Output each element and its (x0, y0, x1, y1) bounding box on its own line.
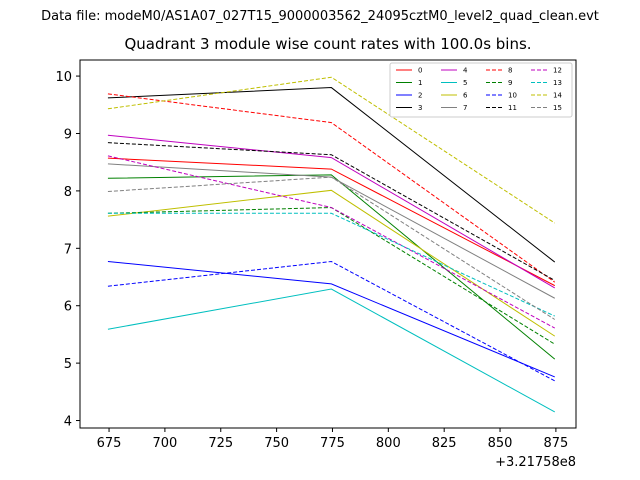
legend-label-0: 0 (418, 67, 422, 75)
legend-label-15: 15 (553, 104, 562, 112)
legend-label-9: 9 (508, 79, 512, 87)
legend-label-10: 10 (508, 92, 517, 100)
series-line-10 (107, 260, 556, 382)
x-tick-label-725: 725 (208, 436, 233, 451)
x-tick-label-800: 800 (376, 436, 401, 451)
y-tick-label-5: 5 (64, 357, 72, 372)
legend-label-8: 8 (508, 67, 512, 75)
legend-label-4: 4 (463, 67, 468, 75)
legend-label-2: 2 (418, 92, 422, 100)
y-tick-label-8: 8 (64, 185, 72, 200)
x-tick-label-750: 750 (264, 436, 289, 451)
series-line-0 (107, 157, 556, 287)
legend-label-12: 12 (553, 67, 562, 75)
series-line-15 (107, 176, 556, 320)
series-line-13 (107, 212, 555, 317)
series-line-11 (107, 142, 556, 281)
x-tick-label-700: 700 (152, 436, 177, 451)
chart-title: Quadrant 3 module wise count rates with … (124, 35, 531, 53)
series-line-8 (107, 93, 556, 283)
y-tick-label-10: 10 (55, 70, 72, 85)
y-tick-label-9: 9 (64, 127, 72, 142)
legend-label-1: 1 (418, 79, 422, 87)
plot-area (80, 60, 576, 428)
x-offset-label: +3.21758e8 (495, 455, 576, 470)
legend-label-11: 11 (508, 104, 517, 112)
data-file-caption: Data file: modeM0/AS1A07_027T15_90000035… (41, 9, 599, 24)
series-line-2 (107, 261, 555, 378)
series-line-5 (107, 288, 556, 413)
legend-label-14: 14 (553, 92, 562, 100)
axes-frame (79, 59, 577, 429)
legend-label-7: 7 (463, 104, 467, 112)
y-tick-label-6: 6 (64, 300, 72, 315)
y-tick-label-7: 7 (64, 242, 72, 257)
x-tick-label-850: 850 (488, 436, 513, 451)
series-line-14 (107, 76, 556, 224)
legend-label-3: 3 (418, 104, 422, 112)
series-line-1 (107, 174, 556, 360)
legend-label-13: 13 (553, 79, 562, 87)
x-tick-label-775: 775 (320, 436, 345, 451)
x-tick-label-675: 675 (97, 436, 122, 451)
series-line-12 (107, 155, 556, 329)
legend-label-6: 6 (463, 92, 468, 100)
legend-box (389, 62, 573, 118)
series-line-4 (107, 134, 556, 289)
y-tick-label-4: 4 (64, 415, 72, 430)
plot-background (80, 60, 576, 428)
x-tick-label-825: 825 (432, 436, 457, 451)
x-tick-label-875: 875 (543, 436, 568, 451)
legend-label-5: 5 (463, 79, 467, 87)
series-line-3 (107, 87, 556, 263)
